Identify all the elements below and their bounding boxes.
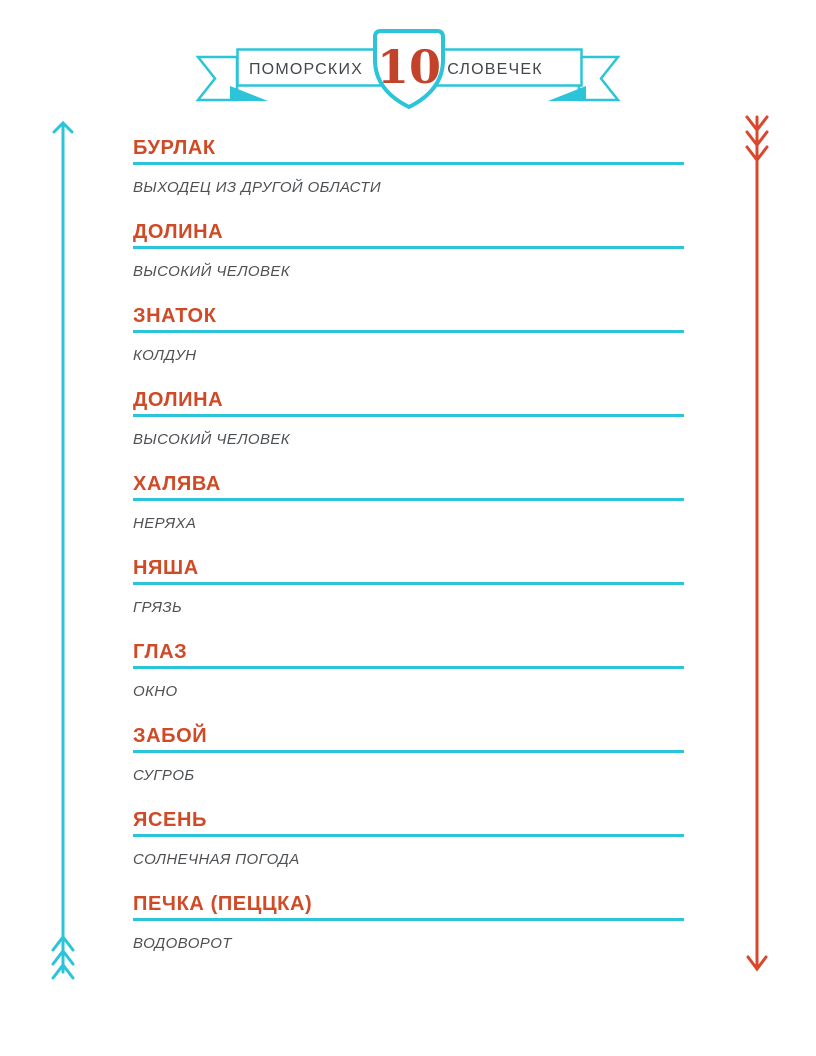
word-term: ХАЛЯВА	[133, 473, 221, 495]
word-entry: ДОЛИНА ВЫСОКИЙ ЧЕЛОВЕК	[133, 390, 684, 448]
word-entry: ЗНАТОК КОЛДУН	[133, 306, 684, 364]
word-entry: ЗАБОЙ СУГРОБ	[133, 726, 684, 784]
word-entry: НЯША ГРЯЗЬ	[133, 558, 684, 616]
shield-number: 10	[377, 40, 441, 94]
underline-divider	[133, 498, 684, 501]
word-entry: ЯСЕНЬ СОЛНЕЧНАЯ ПОГОДА	[133, 810, 684, 868]
word-definition: ГРЯЗЬ	[133, 599, 183, 616]
word-term: БУРЛАК	[133, 137, 216, 159]
underline-divider	[133, 414, 684, 417]
word-definition: КОЛДУН	[133, 347, 197, 364]
underline-divider	[133, 246, 684, 249]
word-term: ЗНАТОК	[133, 305, 217, 327]
word-definition: СУГРОБ	[133, 767, 195, 784]
underline-divider	[133, 162, 684, 165]
ribbon-label-left: ПОМОРСКИХ	[249, 61, 363, 78]
word-definition: СОЛНЕЧНАЯ ПОГОДА	[133, 851, 300, 868]
word-definition: ВЫСОКИЙ ЧЕЛОВЕК	[133, 431, 291, 448]
up-arrow-icon	[51, 120, 75, 980]
shield-badge	[373, 29, 445, 109]
underline-divider	[133, 666, 684, 669]
underline-divider	[133, 750, 684, 753]
word-term: НЯША	[133, 557, 199, 579]
word-definition: ВЫСОКИЙ ЧЕЛОВЕК	[133, 263, 291, 280]
word-entry: ПЕЧКА (ПЕЦЦКА) ВОДОВОРОТ	[133, 894, 684, 952]
ribbon-fold-right	[548, 86, 586, 101]
word-entry: ДОЛИНА ВЫСОКИЙ ЧЕЛОВЕК	[133, 222, 684, 280]
underline-divider	[133, 834, 684, 837]
title-ribbon-banner: ПОМОРСКИХ 10 СЛОВЕЧЕК	[195, 29, 621, 109]
word-term: ДОЛИНА	[133, 389, 224, 411]
word-term: ДОЛИНА	[133, 221, 224, 243]
word-entry: ХАЛЯВА НЕРЯХА	[133, 474, 684, 532]
ribbon-fold-left	[230, 86, 268, 101]
word-definition: ВЫХОДЕЦ ИЗ ДРУГОЙ ОБЛАСТИ	[133, 179, 382, 196]
word-entry: ГЛАЗ ОКНО	[133, 642, 684, 700]
word-definition: НЕРЯХА	[133, 515, 197, 532]
ribbon-label-right: СЛОВЕЧЕК	[447, 61, 543, 78]
word-term: ЗАБОЙ	[133, 725, 208, 747]
word-entry: БУРЛАК ВЫХОДЕЦ ИЗ ДРУГОЙ ОБЛАСТИ	[133, 138, 684, 196]
word-term: ЯСЕНЬ	[133, 809, 207, 831]
word-term: ГЛАЗ	[133, 641, 188, 663]
underline-divider	[133, 330, 684, 333]
underline-divider	[133, 918, 684, 921]
down-arrow-icon	[745, 115, 769, 972]
word-term: ПЕЧКА (ПЕЦЦКА)	[133, 893, 313, 915]
underline-divider	[133, 582, 684, 585]
word-definition: ВОДОВОРОТ	[133, 935, 232, 952]
word-list: БУРЛАК ВЫХОДЕЦ ИЗ ДРУГОЙ ОБЛАСТИ ДОЛИНА …	[133, 130, 684, 978]
word-definition: ОКНО	[133, 683, 178, 700]
